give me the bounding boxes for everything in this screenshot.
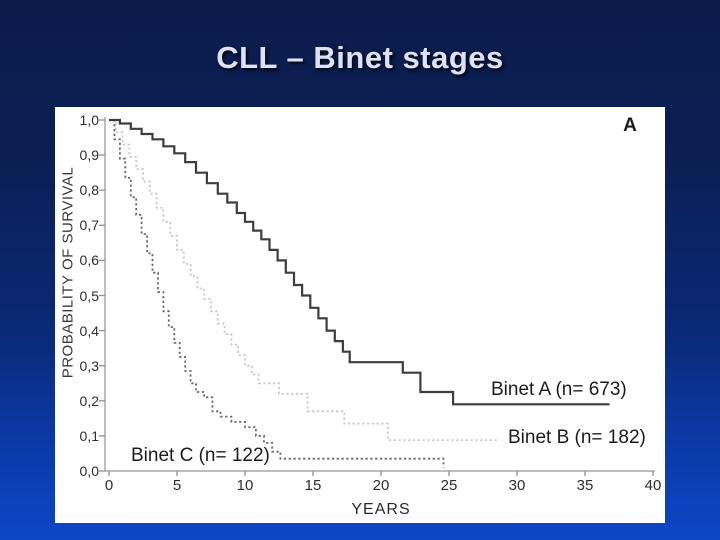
x-tick-label: 35 [576, 477, 594, 494]
x-tick-label: 40 [644, 477, 662, 494]
y-tick-label: 0,6 [79, 252, 99, 269]
x-tick-label: 15 [304, 477, 322, 494]
y-tick-label: 0,9 [79, 147, 99, 164]
curve-label-binet-c: Binet C (n= 122) [131, 445, 270, 466]
survival-curves-svg [99, 117, 655, 476]
y-tick-label: 0,2 [79, 392, 99, 409]
curve-binet-c [109, 119, 445, 468]
panel-letter: A [623, 115, 637, 136]
y-tick-label: 1,0 [79, 112, 99, 128]
y-tick-label: 0,5 [79, 287, 99, 304]
x-tick-label: 30 [508, 477, 526, 494]
y-tick-label: 0,3 [79, 357, 99, 374]
y-tick-label: 0,8 [79, 182, 99, 199]
y-tick-label: 0,0 [79, 463, 99, 479]
y-tick-label: 0,7 [79, 217, 99, 234]
x-axis-title: YEARS [351, 501, 411, 518]
x-tick-label: 0 [104, 477, 114, 494]
x-tick-label: 5 [172, 477, 182, 494]
y-tick-label: 0,1 [79, 427, 99, 444]
curve-label-binet-a: Binet A (n= 673) [491, 379, 627, 400]
slide-title: CLL – Binet stages [216, 40, 504, 75]
curve-binet-b [109, 119, 497, 441]
x-tick-label: 25 [440, 477, 458, 494]
curve-label-binet-b: Binet B (n= 182) [508, 427, 646, 448]
curve-binet-a [109, 118, 610, 406]
chart-panel: PROBABILITY OF SURVIVAL YEARS A Binet A … [55, 107, 665, 523]
x-tick-label: 20 [372, 477, 390, 494]
x-tick-label: 10 [236, 477, 254, 494]
y-tick-label: 0,4 [79, 322, 99, 339]
